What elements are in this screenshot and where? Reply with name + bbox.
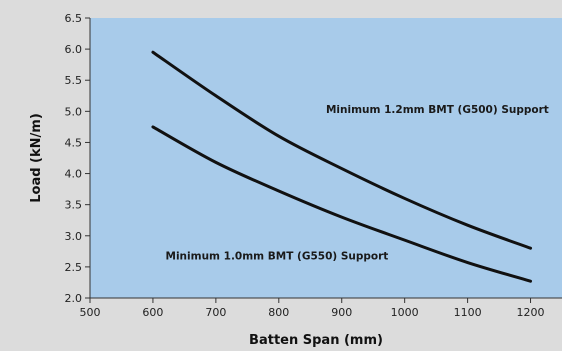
x-tick-label: 1000 [391,306,419,319]
x-axis-title: Batten Span (mm) [249,333,383,348]
x-tick-label: 1100 [454,306,482,319]
x-tick-label: 500 [80,306,101,319]
series-line-1 [151,50,533,250]
y-axis-title: Load (kN/m) [29,113,44,203]
annotation-layer: Minimum 1.2mm BMT (G500) Support Minimum … [166,104,549,262]
y-tick-label: 2.5 [65,261,83,274]
y-tick-label: 3.5 [65,199,83,212]
y-tick-label: 5.0 [65,105,83,118]
series-layer [151,50,533,283]
x-tick-label: 1200 [517,306,545,319]
series-line-2 [151,125,533,283]
y-tick-label: 4.5 [65,136,83,149]
series-annotation-2: Minimum 1.0mm BMT (G550) Support [166,250,389,262]
series-annotation-1: Minimum 1.2mm BMT (G500) Support [326,104,549,116]
x-tick-label: 700 [205,306,226,319]
x-tick-label: 900 [331,306,352,319]
y-tick-label: 6.5 [65,12,83,25]
x-axis-ticks: 500 600 700 800 900 1000 1100 1200 [80,298,545,319]
x-tick-label: 800 [268,306,289,319]
y-tick-label: 6.0 [65,43,83,56]
y-tick-label: 4.0 [65,168,83,181]
x-tick-label: 600 [142,306,163,319]
y-axis-ticks: 2.0 2.5 3.0 3.5 4.0 4.5 5.0 5.5 6.0 6.5 [65,12,90,305]
y-tick-label: 5.5 [65,74,83,87]
y-tick-label: 2.0 [65,292,83,305]
y-tick-label: 3.0 [65,230,83,243]
